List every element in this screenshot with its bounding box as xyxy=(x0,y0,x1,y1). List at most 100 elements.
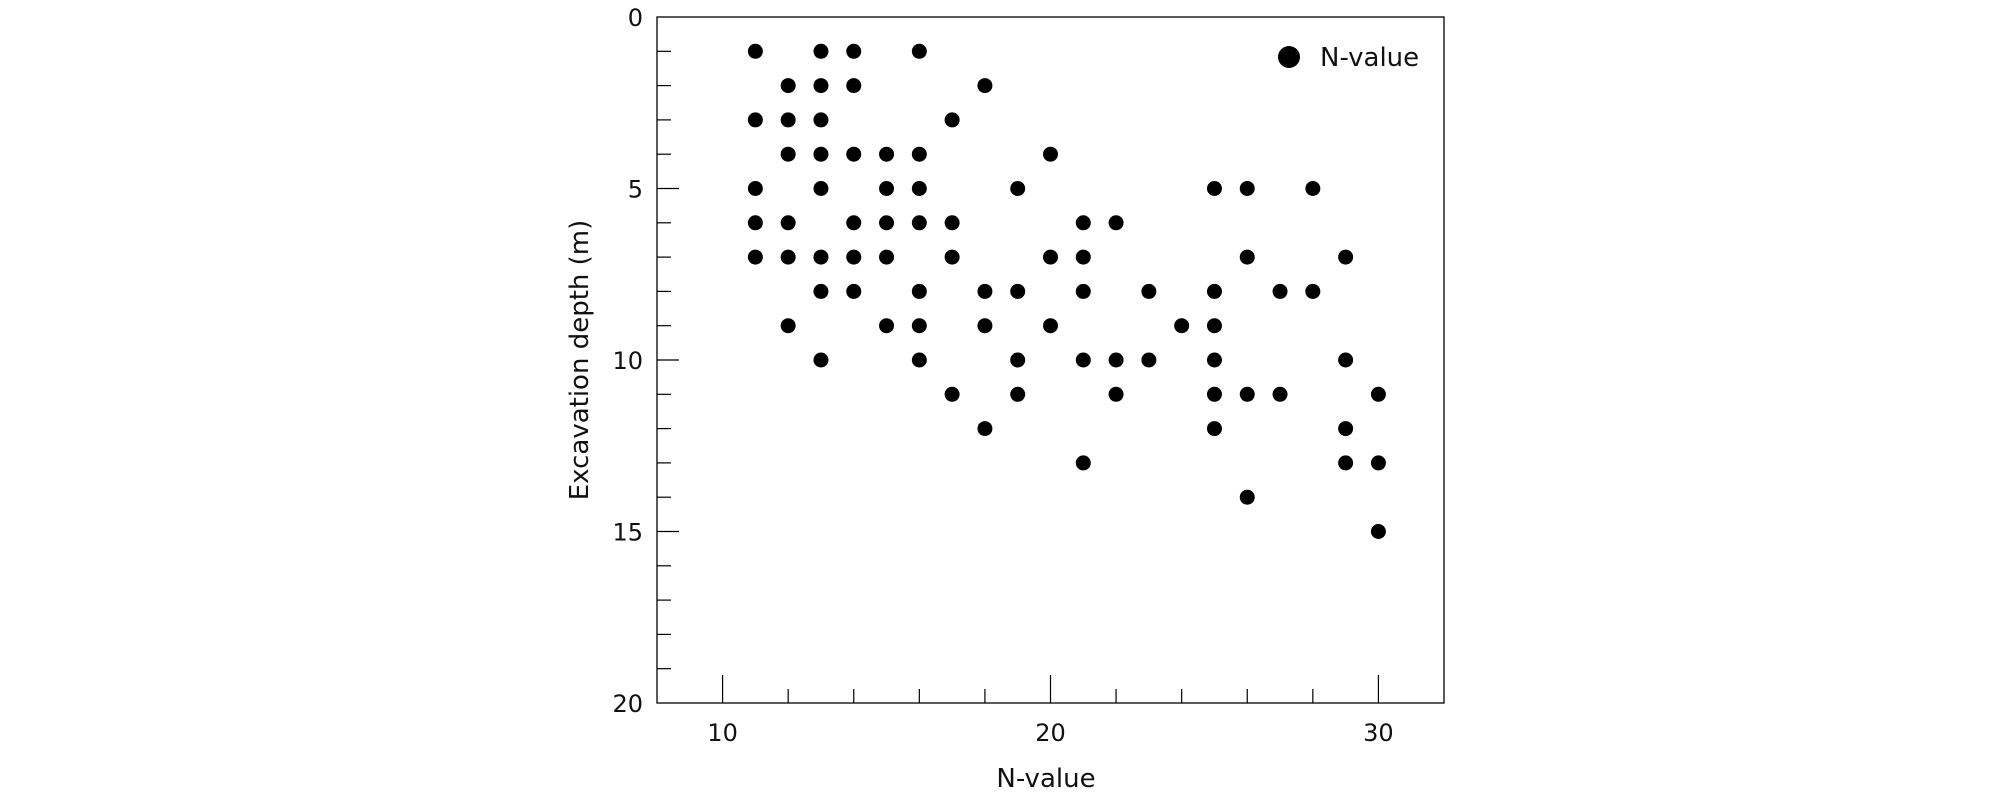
data-point xyxy=(1206,181,1222,196)
data-point xyxy=(1043,146,1058,162)
data-point xyxy=(813,283,829,299)
data-point xyxy=(911,43,927,59)
plot-frame xyxy=(656,16,1445,704)
data-point xyxy=(846,215,862,231)
data-point xyxy=(1108,215,1124,231)
x-tick-label: 30 xyxy=(1363,719,1394,747)
data-point xyxy=(977,78,993,94)
data-point xyxy=(813,181,829,196)
data-point xyxy=(944,215,960,231)
y-tick-label: 0 xyxy=(628,4,643,32)
data-point xyxy=(879,181,895,196)
data-point xyxy=(1010,386,1026,402)
data-point xyxy=(1370,386,1386,402)
data-point xyxy=(879,146,895,162)
x-axis-label: N-value xyxy=(996,764,1095,794)
data-point xyxy=(747,215,763,231)
data-point xyxy=(911,352,927,368)
data-point xyxy=(1370,455,1386,471)
data-point xyxy=(977,283,993,299)
data-point xyxy=(747,43,763,59)
legend: N-value xyxy=(1278,43,1419,73)
data-point xyxy=(1305,181,1321,196)
data-point xyxy=(1239,249,1255,265)
y-axis-label: Excavation depth (m) xyxy=(565,220,595,501)
axis-ticks xyxy=(657,50,1380,703)
data-point xyxy=(813,78,829,94)
y-tick-label: 5 xyxy=(628,176,643,204)
data-point xyxy=(1075,249,1091,265)
data-point xyxy=(846,249,862,265)
data-point xyxy=(911,146,927,162)
data-point xyxy=(1338,352,1354,368)
data-point xyxy=(1206,318,1222,334)
data-point xyxy=(944,112,960,128)
data-points xyxy=(747,43,1386,539)
data-point xyxy=(1338,421,1354,437)
data-point xyxy=(1206,352,1222,368)
data-point xyxy=(813,249,829,265)
data-point xyxy=(780,112,796,128)
data-point xyxy=(911,181,927,196)
data-point xyxy=(1338,249,1354,265)
data-point xyxy=(1010,181,1026,196)
data-point xyxy=(813,146,829,162)
data-point xyxy=(977,318,993,334)
data-point xyxy=(1075,352,1091,368)
data-point xyxy=(747,112,763,128)
data-point xyxy=(747,181,763,196)
data-point xyxy=(780,249,796,265)
data-point xyxy=(1239,386,1255,402)
data-point xyxy=(1206,386,1222,402)
data-point xyxy=(1272,283,1288,299)
data-point xyxy=(747,249,763,265)
data-point xyxy=(1338,455,1354,471)
data-point xyxy=(813,43,829,59)
data-point xyxy=(1305,283,1321,299)
x-tick-label: 10 xyxy=(707,719,738,747)
data-point xyxy=(1141,283,1157,299)
data-point xyxy=(911,318,927,334)
data-point xyxy=(1010,352,1026,368)
data-point xyxy=(879,318,895,334)
data-point xyxy=(780,146,796,162)
data-point xyxy=(911,215,927,231)
data-point xyxy=(944,249,960,265)
data-point xyxy=(944,386,960,402)
data-point xyxy=(1272,386,1288,402)
data-point xyxy=(1075,283,1091,299)
data-point xyxy=(1370,524,1386,539)
x-tick-label: 20 xyxy=(1035,719,1066,747)
data-point xyxy=(977,421,993,437)
data-point xyxy=(780,78,796,94)
data-point xyxy=(1043,249,1058,265)
data-point xyxy=(1206,421,1222,437)
legend-marker xyxy=(1278,46,1300,68)
data-point xyxy=(846,283,862,299)
data-point xyxy=(1174,318,1190,334)
data-point xyxy=(846,43,862,59)
data-point xyxy=(1010,283,1026,299)
legend-label: N-value xyxy=(1320,43,1419,73)
data-point xyxy=(1108,386,1124,402)
y-tick-label: 10 xyxy=(612,347,643,375)
data-point xyxy=(911,283,927,299)
data-point xyxy=(846,146,862,162)
data-point xyxy=(1075,455,1091,471)
data-point xyxy=(813,352,829,368)
y-tick-label: 20 xyxy=(612,690,643,718)
data-point xyxy=(879,215,895,231)
data-point xyxy=(846,78,862,94)
data-point xyxy=(780,215,796,231)
data-point xyxy=(1239,489,1255,505)
data-point xyxy=(780,318,796,334)
data-point xyxy=(1108,352,1124,368)
tick-labels: 10 20 30 0 5 10 15 20 xyxy=(612,4,1393,747)
data-point xyxy=(1239,181,1255,196)
data-point xyxy=(1141,352,1157,368)
data-point xyxy=(1206,283,1222,299)
data-point xyxy=(1075,215,1091,231)
data-point xyxy=(879,249,895,265)
data-point xyxy=(813,112,829,128)
